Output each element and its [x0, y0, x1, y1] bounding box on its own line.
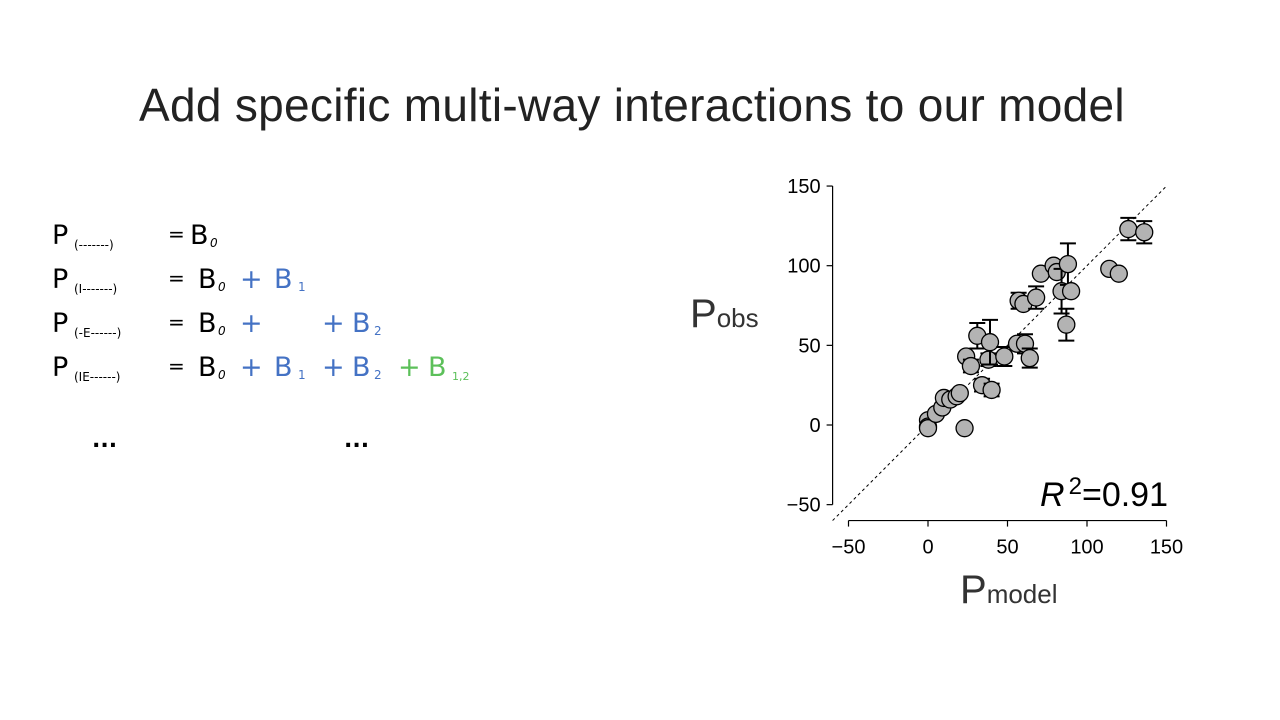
beta-12-subscript: 1,2 — [452, 370, 470, 383]
beta-2-subscript: 2 — [374, 324, 382, 338]
y-tick-label: 0 — [809, 415, 820, 437]
r-value: =0.91 — [1082, 476, 1168, 514]
lhs-symbol: P — [52, 352, 69, 383]
equals-sign: = — [168, 354, 185, 378]
data-point — [1020, 348, 1039, 368]
equals-sign: = — [168, 310, 185, 334]
data-point — [918, 419, 938, 438]
x-axis-title-main: P — [960, 568, 987, 612]
beta-2: B — [352, 352, 371, 383]
plus-sign: + — [240, 264, 263, 295]
y-tick-label: 100 — [787, 256, 820, 278]
x-tick-label: 100 — [1070, 537, 1103, 559]
beta-0-subscript: 0 — [218, 280, 226, 294]
ellipsis-right: ... — [344, 428, 370, 453]
plus-sign: + — [322, 308, 345, 339]
data-point — [982, 380, 1001, 400]
data-point — [1135, 223, 1154, 242]
beta-0-subscript: 0 — [218, 368, 226, 382]
lhs-subscript: (-E------) — [74, 326, 122, 340]
data-point — [995, 347, 1014, 366]
ellipsis-left: ... — [92, 428, 118, 453]
beta-1-subscript: 1 — [298, 280, 306, 294]
lhs-symbol: P — [52, 220, 69, 251]
x-axis-title: Pmodel — [960, 568, 1058, 613]
y-tick-label: 50 — [798, 335, 820, 357]
data-point — [1026, 288, 1046, 307]
y-tick-label: −50 — [787, 495, 821, 517]
beta-0-subscript: 0 — [210, 236, 218, 250]
data-point — [961, 356, 981, 376]
beta-0-subscript: 0 — [218, 324, 226, 338]
plus-sign: + — [240, 308, 263, 339]
plus-sign: + — [398, 352, 421, 383]
y-axis-title-sub: obs — [716, 303, 759, 333]
lhs-symbol: P — [52, 308, 69, 339]
x-tick-label: −50 — [832, 537, 866, 559]
data-point — [1058, 254, 1078, 274]
data-point — [955, 419, 974, 438]
beta-0: B — [198, 352, 217, 383]
data-point — [980, 333, 1000, 352]
data-point — [1119, 219, 1138, 239]
y-tick-label: 150 — [787, 176, 820, 198]
y-axis-title: Pobs — [690, 292, 759, 337]
data-point — [1057, 315, 1076, 334]
x-axis-title-sub: model — [986, 579, 1058, 609]
beta-1-subscript: 1 — [298, 368, 306, 382]
lhs-subscript: (I-------) — [74, 282, 118, 296]
beta-1: B — [274, 264, 293, 295]
beta-0: B — [198, 308, 217, 339]
data-point — [950, 383, 969, 403]
equals-sign: = — [168, 266, 185, 290]
data-point — [1109, 264, 1128, 283]
r-superscript: 2 — [1069, 473, 1082, 500]
plus-sign: + — [240, 352, 263, 383]
beta-1: B — [274, 352, 293, 383]
plus-sign: + — [322, 352, 345, 383]
slide-title: Add specific multi-way interactions to o… — [139, 79, 1125, 131]
y-axis-title-main: P — [690, 292, 717, 336]
beta-12: B — [428, 352, 447, 383]
beta-2: B — [352, 308, 371, 339]
x-tick-label: 50 — [996, 537, 1018, 559]
beta-0: B — [198, 264, 217, 295]
x-tick-label: 150 — [1150, 537, 1183, 559]
data-point — [979, 350, 998, 369]
r-symbol: R — [1040, 476, 1065, 514]
beta-2-subscript: 2 — [374, 368, 382, 382]
beta-0: B — [190, 220, 209, 251]
data-point — [1061, 282, 1081, 301]
r-squared-annotation: R 2=0.91 — [1040, 473, 1168, 514]
lhs-subscript: (-------) — [74, 238, 114, 252]
lhs-subscript: (IE------) — [74, 370, 121, 384]
x-tick-label: 0 — [922, 537, 933, 559]
lhs-symbol: P — [52, 264, 69, 295]
equals-sign: = — [168, 222, 185, 246]
